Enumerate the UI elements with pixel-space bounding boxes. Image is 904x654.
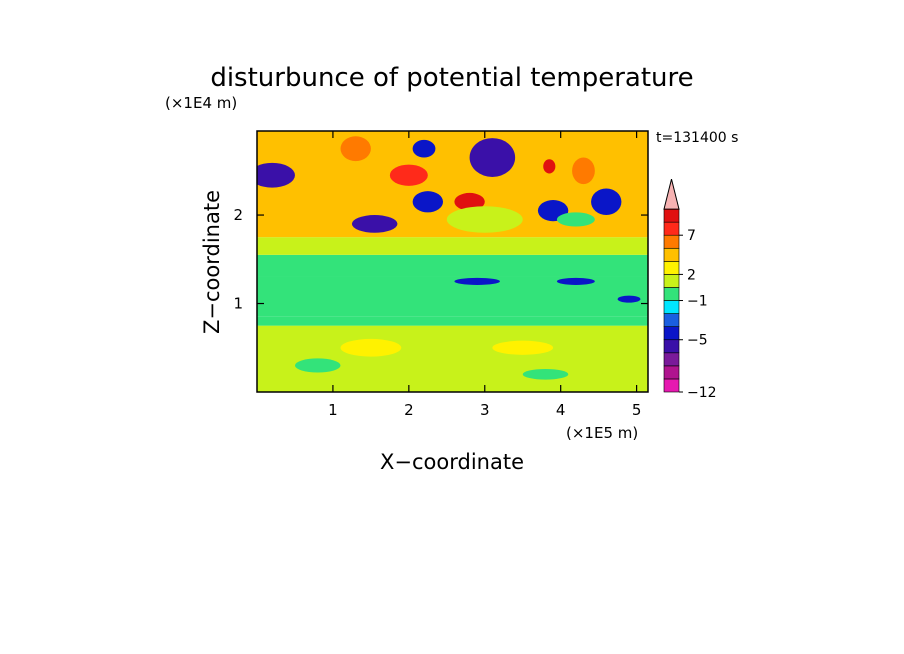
colorbar-swatch-6 xyxy=(663,300,680,314)
x-axis-label: X−coordinate xyxy=(380,450,524,474)
colorbar-swatch-2 xyxy=(663,352,680,367)
colorbar-swatch-7 xyxy=(663,287,680,301)
colorbar-swatch-11 xyxy=(663,234,680,249)
field-blob-20 xyxy=(492,340,554,355)
x-axis-ticks: 1 2 3 4 5 xyxy=(328,131,641,419)
field-bands xyxy=(257,131,648,392)
y-tick-label-0: 1 xyxy=(233,295,243,313)
field-blob-7 xyxy=(412,139,436,158)
field-blob-21 xyxy=(294,358,341,373)
field-blob-12 xyxy=(572,157,595,185)
colorbar-swatch-12 xyxy=(663,221,680,236)
colorbar-swatch-13 xyxy=(663,208,680,223)
field-blob-4 xyxy=(340,136,371,162)
field-band-4 xyxy=(257,237,648,255)
field-band-1 xyxy=(257,316,648,326)
colorbar-swatch-8 xyxy=(663,274,680,288)
field-blobs xyxy=(257,136,641,380)
field-blob-16 xyxy=(454,277,500,285)
field-blob-18 xyxy=(617,295,641,303)
y-axis-label: Z−coordinate xyxy=(200,190,224,334)
x-axis-unit: (×1E5 m) xyxy=(566,424,638,442)
colorbar-label-4: 7 xyxy=(687,228,696,244)
x-tick-label-3: 4 xyxy=(556,401,566,419)
colorbar-swatch-5 xyxy=(663,313,680,327)
chart-title: disturbunce of potential temperature xyxy=(210,63,693,93)
colorbar-label-2: −1 xyxy=(687,294,708,310)
field-blob-2 xyxy=(310,175,341,193)
field-layer xyxy=(257,131,648,392)
field-blob-19 xyxy=(340,338,402,357)
field-blob-9 xyxy=(469,138,516,178)
colorbar-swatch-0 xyxy=(663,378,680,393)
field-blob-13 xyxy=(591,188,622,216)
colorbar-label-1: −5 xyxy=(687,333,708,349)
field-blob-22 xyxy=(522,368,569,380)
colorbar-swatch-9 xyxy=(663,261,680,275)
colorbar-swatch-1 xyxy=(663,365,680,380)
colorbar-swatch-10 xyxy=(663,247,680,262)
colorbar-label-0: −12 xyxy=(687,385,717,401)
field-blob-14 xyxy=(556,212,595,227)
field-blob-1 xyxy=(283,192,337,203)
y-axis-unit: (×1E4 m) xyxy=(165,94,237,112)
colorbar: −12−5−127 xyxy=(663,178,717,401)
field-band-3 xyxy=(257,254,648,277)
colorbar-label-3: 2 xyxy=(687,267,696,283)
x-tick-label-0: 1 xyxy=(328,401,338,419)
y-tick-label-1: 2 xyxy=(233,206,243,224)
time-label: t=131400 s xyxy=(656,130,738,146)
field-blob-17 xyxy=(556,277,595,285)
field-blob-15 xyxy=(446,206,523,233)
field-blob-0 xyxy=(257,162,295,188)
plot-frame xyxy=(256,130,649,393)
x-tick-label-1: 2 xyxy=(404,401,414,419)
colorbar-extend-arrow xyxy=(663,178,680,210)
colorbar-swatch-4 xyxy=(663,326,680,341)
x-tick-label-2: 3 xyxy=(480,401,490,419)
field-blob-5 xyxy=(389,164,428,186)
field-blob-3 xyxy=(351,215,398,233)
x-tick-label-4: 5 xyxy=(632,401,642,419)
y-axis-ticks: 12 xyxy=(233,206,648,313)
field-blob-10 xyxy=(543,159,556,174)
colorbar-swatch-3 xyxy=(663,339,680,354)
field-blob-6 xyxy=(412,191,444,213)
field-blob-8 xyxy=(454,192,485,211)
